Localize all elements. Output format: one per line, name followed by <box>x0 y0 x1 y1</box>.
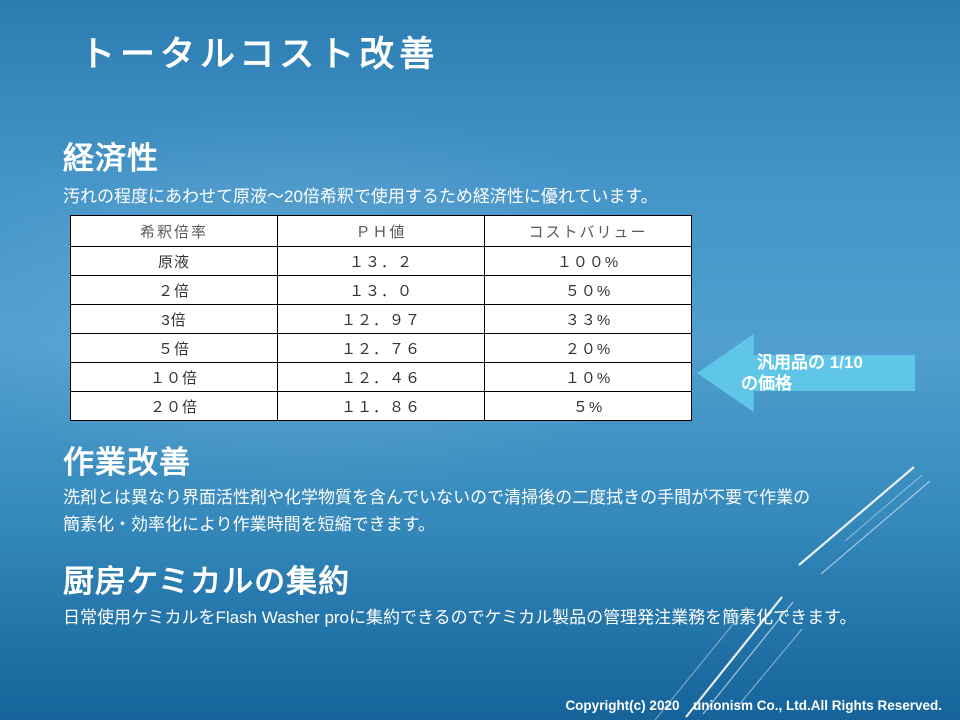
table-row: ５倍 １２．７６ ２０% <box>70 333 692 363</box>
cell-ph: １３．０ <box>277 275 485 305</box>
cell-dilution: 原液 <box>70 246 278 276</box>
price-callout-line2: の価格 <box>741 374 792 393</box>
dilution-table-container: 希釈倍率 ＰＨ値 コストバリュー 原液 １３．２ １００% ２倍 １３．０ ５０… <box>70 215 692 421</box>
cell-ph: １３．２ <box>277 246 485 276</box>
work-description: 洗剤とは異なり界面活性剤や化学物質を含んでいないので清掃後の二度拭きの手間が不要… <box>63 484 810 538</box>
table-row: １０倍 １２．４６ １０% <box>70 362 692 392</box>
cell-dilution: １０倍 <box>70 362 278 392</box>
table-row: ２０倍 １１．８６ ５% <box>70 391 692 421</box>
cell-cost: ５０% <box>484 275 692 305</box>
price-callout-text: 汎用品の 1/10 の価格 <box>697 334 915 412</box>
cell-cost: １０% <box>484 362 692 392</box>
cell-cost: ２０% <box>484 333 692 363</box>
chemical-heading: 厨房ケミカルの集約 <box>63 564 351 599</box>
chemical-description: 日常使用ケミカルをFlash Washer proに集約できるのでケミカル製品の… <box>63 608 857 627</box>
work-description-line1: 洗剤とは異なり界面活性剤や化学物質を含んでいないので清掃後の二度拭きの手間が不要… <box>63 488 811 507</box>
cell-dilution: ５倍 <box>70 333 278 363</box>
dilution-table: 希釈倍率 ＰＨ値 コストバリュー 原液 １３．２ １００% ２倍 １３．０ ５０… <box>70 215 692 421</box>
cell-dilution: ２０倍 <box>70 391 278 421</box>
cell-ph: １２．９７ <box>277 304 485 334</box>
table-row: 原液 １３．２ １００% <box>70 246 692 276</box>
cell-cost: ３３% <box>484 304 692 334</box>
work-description-line2: 簡素化・効率化により作業時間を短縮できます。 <box>63 515 435 534</box>
price-callout: 汎用品の 1/10 の価格 <box>697 334 915 412</box>
economy-heading: 経済性 <box>63 141 159 176</box>
economy-description: 汚れの程度にあわせて原液～20倍希釈で使用するため経済性に優れています。 <box>63 187 658 206</box>
col-header-ph: ＰＨ値 <box>277 215 485 247</box>
cell-ph: １２．４６ <box>277 362 485 392</box>
price-callout-line1: 汎用品の 1/10 <box>757 353 863 372</box>
table-row: ２倍 １３．０ ５０% <box>70 275 692 305</box>
copyright-text: Copyright(c) 2020 unionism Co., Ltd.All … <box>565 698 942 713</box>
table-row: 3倍 １２．９７ ３３% <box>70 304 692 334</box>
col-header-costvalue: コストバリュー <box>484 215 692 247</box>
cell-dilution: 3倍 <box>70 304 278 334</box>
col-header-dilution: 希釈倍率 <box>70 215 278 247</box>
cell-ph: １１．８６ <box>277 391 485 421</box>
table-header-row: 希釈倍率 ＰＨ値 コストバリュー <box>70 215 692 247</box>
work-heading: 作業改善 <box>63 445 191 480</box>
cell-cost: １００% <box>484 246 692 276</box>
cell-cost: ５% <box>484 391 692 421</box>
slide-title: トータルコスト改善 <box>80 35 440 74</box>
cell-ph: １２．７６ <box>277 333 485 363</box>
cell-dilution: ２倍 <box>70 275 278 305</box>
